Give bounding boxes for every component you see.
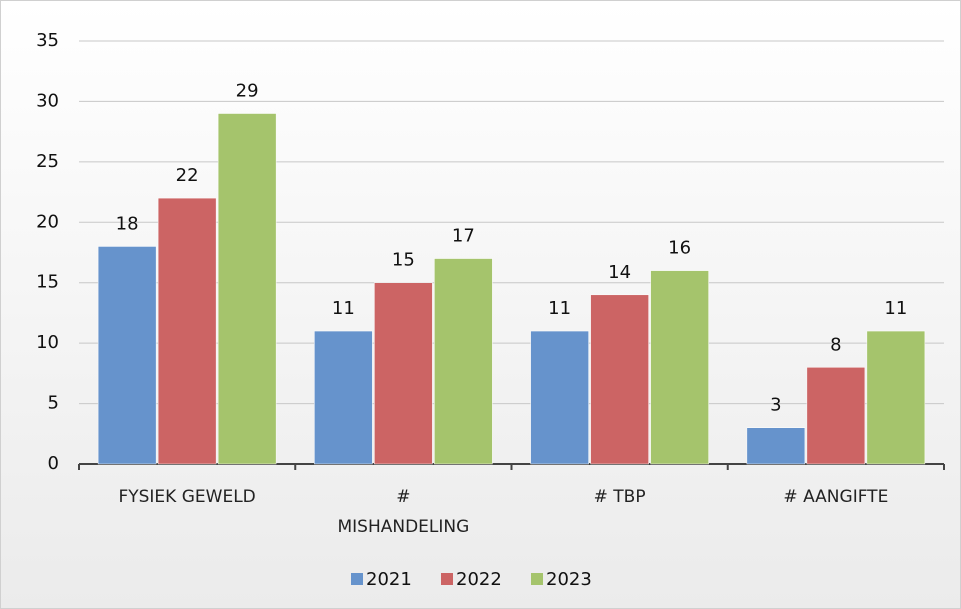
value-label: 8 (830, 334, 841, 355)
bar (434, 258, 493, 465)
y-tick-label: 0 (48, 453, 59, 474)
legend-swatch (441, 573, 453, 585)
bar (650, 270, 709, 465)
bar (314, 330, 373, 465)
value-label: 11 (548, 298, 571, 319)
x-tick-label: # TBP (593, 487, 646, 507)
y-tick-label: 20 (36, 211, 59, 232)
value-label: 29 (236, 81, 259, 102)
bar (746, 427, 806, 465)
bar (590, 294, 649, 465)
x-tick-label: # AANGIFTE (783, 487, 889, 507)
legend-label: 2021 (366, 569, 412, 590)
y-tick-label: 25 (36, 151, 59, 172)
bar (374, 282, 433, 465)
value-label: 3 (770, 395, 781, 416)
bar (157, 197, 217, 465)
legend-label: 2022 (456, 569, 502, 590)
value-label: 22 (176, 165, 199, 186)
value-label: 14 (608, 262, 631, 283)
y-tick-label: 30 (36, 90, 59, 111)
y-tick-label: 5 (48, 393, 59, 414)
x-tick-label: FYSIEK GEWELD (118, 487, 256, 507)
bar (217, 113, 277, 465)
bar (806, 367, 866, 465)
value-label: 16 (668, 238, 691, 259)
y-tick-label: 15 (36, 272, 59, 293)
value-label: 11 (884, 298, 907, 319)
y-tick-label: 35 (36, 30, 59, 51)
value-label: 18 (116, 213, 139, 234)
bar (97, 246, 157, 465)
x-tick-label: # MISHANDELING (337, 487, 470, 537)
bar (866, 330, 926, 465)
value-label: 11 (332, 298, 355, 319)
value-label: 15 (392, 250, 415, 271)
legend-swatch (351, 573, 363, 585)
bar (530, 330, 589, 465)
legend-swatch (531, 573, 543, 585)
value-label: 17 (452, 226, 475, 247)
y-tick-label: 10 (36, 332, 59, 353)
legend-label: 2023 (546, 569, 592, 590)
